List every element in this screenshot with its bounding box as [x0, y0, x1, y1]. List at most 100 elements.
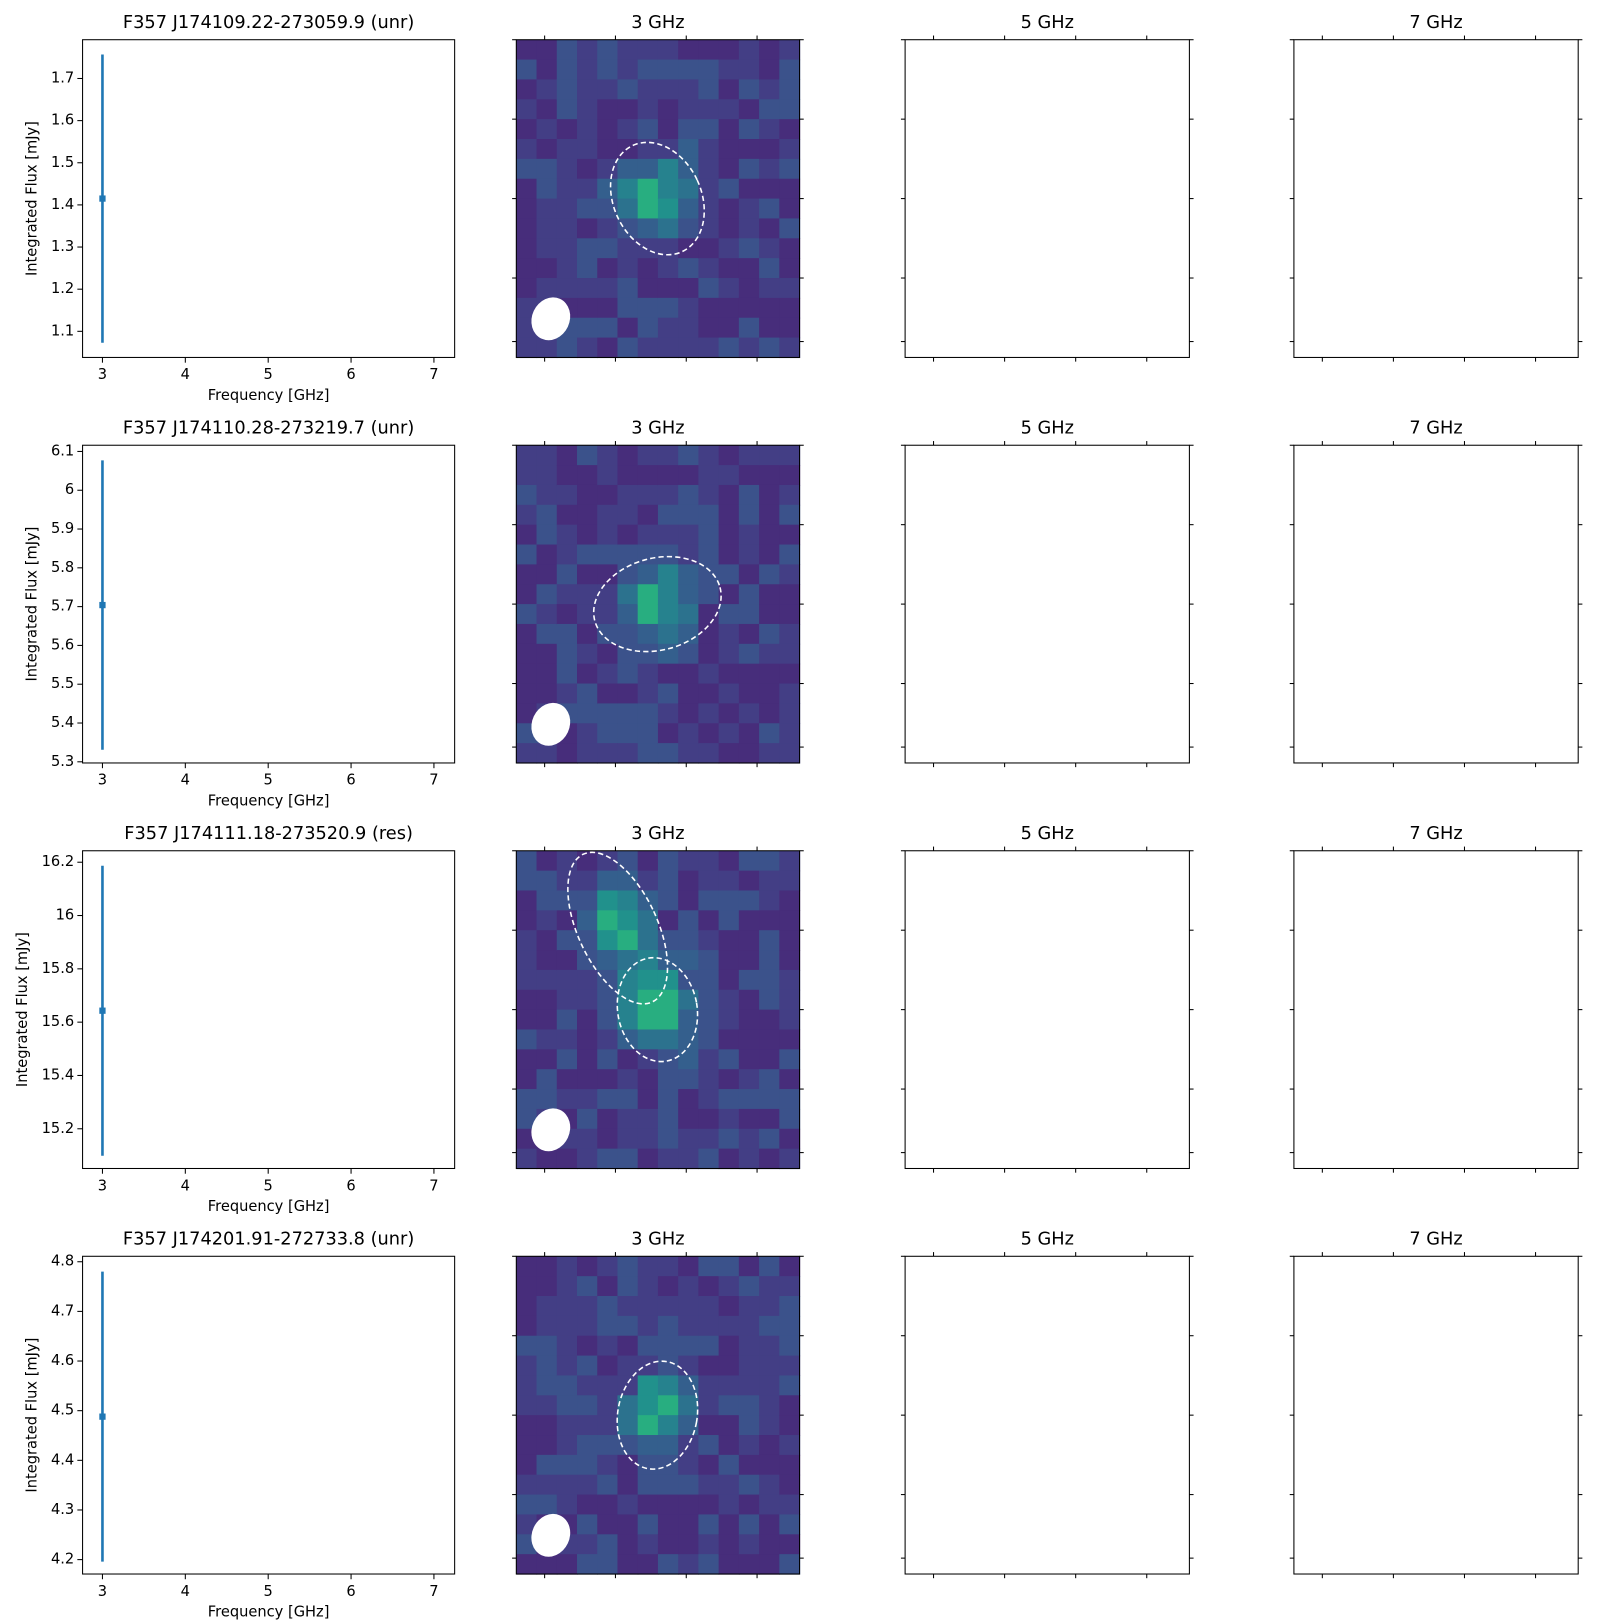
- cutout-pixel: [637, 158, 659, 180]
- cutout-pixel: [779, 1029, 801, 1050]
- cutout-pixel: [577, 723, 598, 744]
- cutout-pixel: [617, 1335, 639, 1357]
- cutout-pixel: [516, 643, 538, 665]
- cutout-pixel: [738, 258, 760, 279]
- cutout-pixel: [577, 465, 598, 486]
- cutout-pixel: [698, 1474, 720, 1496]
- cutout-pixel: [637, 683, 659, 705]
- cutout-pixel: [516, 1494, 538, 1516]
- cutout-pixel: [577, 1315, 598, 1337]
- cutout-pixel: [556, 969, 578, 991]
- cutout-pixel: [738, 930, 760, 951]
- cutout-pixel: [516, 1108, 538, 1130]
- cutout-pixel: [779, 119, 801, 140]
- cutout-pixel: [698, 79, 720, 100]
- cutout-pixel: [556, 39, 578, 61]
- y-tick-label: 15.4: [42, 1066, 75, 1083]
- cutout-pixel: [577, 1148, 598, 1170]
- cutout-pixel: [738, 1089, 760, 1110]
- cutout-pixel: [516, 337, 538, 359]
- cutout-pixel: [536, 1315, 558, 1337]
- cutout-pixel: [738, 1395, 760, 1416]
- panel-title: 3 GHz: [631, 1230, 684, 1250]
- cutout-pixel: [617, 1395, 639, 1416]
- cutout-pixel: [698, 743, 720, 764]
- beam: [531, 702, 571, 746]
- cutout-pixel: [577, 1375, 598, 1396]
- cutout-pixel: [556, 337, 578, 359]
- cutout-pixel: [617, 643, 639, 665]
- cutout-pixel: [718, 1315, 740, 1337]
- cutout-pixel: [637, 1355, 659, 1377]
- cutout-pixel: [617, 1148, 639, 1170]
- cutout-pixel: [617, 1315, 639, 1337]
- cutout-pixel: [577, 1454, 598, 1476]
- cutout-pixel: [738, 139, 760, 160]
- cutout-pixel: [657, 950, 679, 971]
- cutout-pixel: [597, 1009, 619, 1031]
- y-tick-label: 5.6: [51, 636, 74, 653]
- cutout-pixel: [516, 870, 538, 892]
- cutout-pixel: [637, 198, 659, 220]
- cutout-pixel: [617, 1474, 639, 1496]
- cutout-pixel: [577, 1494, 598, 1516]
- cutout-pixel: [556, 950, 578, 971]
- cutout-pixel: [678, 337, 700, 359]
- cutout-pixel: [637, 99, 659, 120]
- cutout-pixel: [779, 564, 801, 585]
- cutout-pixel: [678, 544, 700, 566]
- cutout-pixel: [536, 59, 558, 81]
- cutout-pixel: [516, 484, 538, 506]
- cutout-pixel: [657, 278, 679, 299]
- cutout-pixel: [678, 1128, 700, 1150]
- cutout-pixel: [637, 1335, 659, 1357]
- cutout-pixel: [597, 969, 619, 991]
- x-tick-label: 5: [264, 772, 273, 789]
- cutout-pixel: [597, 1276, 619, 1297]
- y-tick-label: 5.9: [51, 520, 74, 537]
- cutout-pixel: [556, 218, 578, 239]
- cutout-pixel: [657, 723, 679, 744]
- cutout-pixel: [516, 1276, 538, 1297]
- data-point: [99, 1007, 106, 1014]
- cutout-pixel: [617, 969, 639, 991]
- cutout-pixel: [637, 39, 659, 61]
- cutout-pixel: [657, 1148, 679, 1170]
- cutout-pixel: [738, 1148, 760, 1170]
- cutout-pixel: [617, 317, 639, 339]
- cutout-pixel: [637, 989, 659, 1011]
- cutout-pixel: [516, 950, 538, 971]
- cutout-pixel: [738, 1069, 760, 1090]
- cutout-pixel: [779, 683, 801, 705]
- cutout-pixel: [637, 59, 659, 81]
- cutout-pixel: [536, 1256, 558, 1277]
- cutout-pixel: [617, 1256, 639, 1277]
- cutout-pixel: [779, 218, 801, 239]
- cutout-pixel: [779, 723, 801, 744]
- cutout-pixel: [779, 1089, 801, 1110]
- cutout-pixel: [556, 1494, 578, 1516]
- cutout-pixel: [738, 1454, 760, 1476]
- cutout-pixel: [597, 890, 619, 911]
- cutout-pixel: [759, 297, 780, 319]
- cutout-pixel: [637, 1514, 659, 1535]
- y-tick-label: 5.8: [51, 559, 74, 576]
- cutout-pixel: [678, 1009, 700, 1031]
- cutout-pixel: [617, 870, 639, 892]
- cutout-pixel: [577, 59, 598, 81]
- cutout-pixel: [678, 99, 700, 120]
- cutout-pixel: [738, 1049, 760, 1070]
- cutout-pixel: [738, 564, 760, 585]
- cutout-pixel: [738, 178, 760, 200]
- cutout-pixel: [698, 317, 720, 339]
- cutout-pixel: [637, 1296, 659, 1317]
- cutout-pixel: [657, 1069, 679, 1090]
- cutout-pixel: [698, 870, 720, 892]
- cutout-pixel: [657, 564, 679, 585]
- cutout-pixel: [577, 278, 598, 299]
- cutout-pixel: [536, 1029, 558, 1050]
- cutout-pixel: [678, 524, 700, 546]
- cutout-pixel: [718, 337, 740, 359]
- cutout-pixel: [698, 445, 720, 466]
